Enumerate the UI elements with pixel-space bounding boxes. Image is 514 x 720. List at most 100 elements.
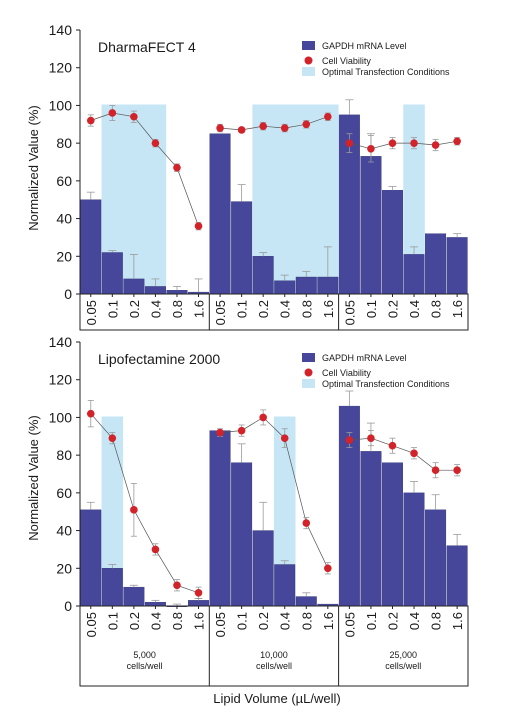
gapdh-bar [425, 509, 447, 607]
gapdh-bar [101, 568, 123, 607]
panels: 0 20 40 60 80 100 120 140 0.05 0.1 0.2 0.4 0.8 1.6 0.0… [49, 22, 469, 687]
x-tick-label: 0.8 [170, 300, 185, 318]
panel-2: 0 20 40 60 80 100 120 140 0.05 0.1 0.2 0.4 0.8 1.6 5,0… [49, 334, 469, 687]
group-label-line: 5,000 [133, 650, 156, 660]
panel-label: DharmaFECT 4 [98, 39, 196, 55]
y-tick-label: 40 [56, 211, 72, 227]
viability-point [130, 506, 138, 514]
gapdh-bar [80, 509, 102, 607]
x-tick-label: 1.6 [450, 300, 465, 318]
group-label: 5,000 cells/well [127, 650, 163, 671]
gapdh-bar [252, 256, 274, 295]
gapdh-bar [123, 278, 145, 295]
group-label-line: 10,000 [260, 650, 288, 660]
group-label-line: cells/well [256, 661, 292, 671]
viability-point [108, 434, 117, 442]
viability-point [367, 434, 375, 442]
y-tick-label: 40 [56, 523, 72, 539]
group-label-line: 25,000 [389, 650, 417, 660]
gapdh-bar [382, 190, 403, 295]
viability-point [345, 139, 354, 147]
gapdh-bar [274, 564, 296, 607]
viability-point [86, 409, 95, 418]
gapdh-bar [144, 286, 166, 295]
y-tick-label: 80 [56, 447, 72, 463]
x-tick-label: 0.05 [213, 300, 228, 325]
legend-swatch-optimal [302, 67, 315, 76]
legend-swatch-bar [302, 41, 315, 50]
y-axis-title-top: Normalized Value (%) [26, 105, 41, 230]
y-tick-label: 100 [49, 409, 73, 425]
viability-point [216, 124, 224, 132]
gapdh-bar [360, 156, 382, 295]
x-tick-label: 0.4 [407, 300, 422, 318]
x-tick-label: 0.4 [148, 612, 163, 630]
y-axis-title-bottom: Normalized Value (%) [26, 415, 41, 540]
x-tick-label: 0.1 [235, 612, 250, 630]
x-tick-label: 0.8 [170, 612, 185, 630]
viability-point [324, 112, 332, 121]
viability-point [259, 413, 267, 422]
x-tick-label: 0.2 [256, 612, 271, 630]
optimal-band [403, 104, 425, 294]
legend-label: Cell Viability [322, 368, 371, 378]
x-tick-label: 0.2 [385, 612, 400, 630]
gapdh-bar [144, 602, 166, 607]
y-tick-label: 80 [56, 135, 72, 151]
viability-point [280, 124, 289, 132]
viability-point [302, 519, 311, 527]
viability-point [173, 581, 181, 590]
group-label: 10,000 cells/well [256, 650, 292, 671]
viability-point [410, 139, 418, 147]
gapdh-bar [231, 201, 253, 295]
x-tick-label: 0.8 [299, 300, 314, 318]
group-label: 25,000 cells/well [385, 650, 421, 671]
y-tick-label: 120 [49, 60, 73, 76]
legend-label: GAPDH mRNA Level [322, 41, 407, 51]
viability-point [453, 137, 461, 146]
viability-point [302, 120, 311, 129]
viability-point [86, 116, 95, 125]
group-label-line: cells/well [127, 661, 163, 671]
x-tick-label: 0.2 [127, 612, 142, 630]
x-tick-label: 0.1 [105, 300, 120, 318]
legend-label: Optimal Transfection Conditions [322, 67, 450, 77]
gapdh-bar [209, 430, 231, 607]
gapdh-bar [403, 254, 425, 295]
x-tick-label: 0.05 [84, 300, 99, 325]
viability-point [259, 122, 267, 130]
x-tick-label: 0.4 [278, 300, 293, 318]
y-tick-label: 140 [49, 334, 73, 350]
x-tick-label: 0.05 [342, 300, 357, 325]
legend-label: Cell Viability [322, 56, 371, 66]
x-tick-label: 0.05 [84, 612, 99, 637]
x-category-box [79, 605, 469, 687]
y-tick-label: 20 [56, 560, 72, 576]
viability-point [388, 441, 397, 450]
x-tick-label: 0.8 [429, 300, 444, 318]
gapdh-bar [317, 276, 339, 295]
y-tick-label: 60 [56, 485, 72, 501]
legend-swatch-optimal [302, 379, 315, 388]
viability-point [367, 145, 375, 153]
gapdh-bar [382, 462, 403, 607]
x-tick-label: 1.6 [192, 612, 207, 630]
panel-label: Lipofectamine 2000 [98, 351, 220, 367]
gapdh-bar [231, 462, 253, 607]
x-tick-label: 0.1 [105, 612, 120, 630]
x-tick-label: 0.8 [299, 612, 314, 630]
viability-point [216, 428, 224, 437]
optimal-band [101, 416, 124, 606]
x-tick-label: 0.1 [364, 612, 379, 630]
x-tick-label: 0.4 [148, 300, 163, 318]
y-tick-label: 0 [64, 286, 72, 302]
viability-point [194, 222, 203, 230]
gapdh-bar [252, 530, 274, 607]
gapdh-bar [446, 545, 468, 607]
viability-line [90, 112, 199, 227]
gapdh-bar [274, 280, 296, 295]
viability-point [410, 449, 418, 458]
viability-point [280, 434, 289, 442]
group-label-line: cells/well [385, 661, 421, 671]
